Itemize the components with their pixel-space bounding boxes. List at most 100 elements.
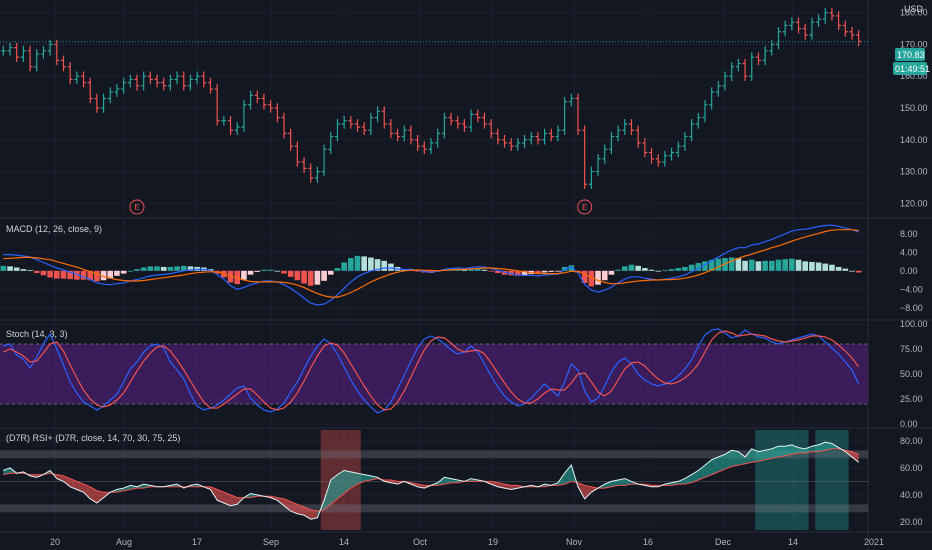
macd-histogram-bar <box>535 270 541 275</box>
macd-histogram-bar <box>114 270 120 276</box>
macd-histogram-bar <box>127 270 134 272</box>
macd-histogram-bar <box>348 258 354 271</box>
rsi-fill-segment <box>805 446 812 453</box>
macd-histogram-bar <box>100 270 107 281</box>
macd-histogram-bar <box>742 260 748 271</box>
price-bar <box>187 74 193 91</box>
price-bar <box>381 106 387 129</box>
macd-histogram-bar <box>568 265 575 271</box>
price-tick-label: 0.00 <box>900 419 918 429</box>
macd-histogram-bar <box>608 270 615 275</box>
currency-label: USD <box>904 4 924 14</box>
macd-histogram-bar <box>0 265 7 271</box>
price-bar <box>34 49 40 72</box>
rsi-fill-segment <box>310 509 318 520</box>
macd-histogram-bar <box>27 270 33 272</box>
price-bar <box>14 42 20 62</box>
price-bar <box>829 7 835 21</box>
macd-histogram-bar <box>635 265 641 271</box>
time-tick-label: 2021 <box>864 537 884 547</box>
price-bar <box>234 122 240 135</box>
rsi-fill-segment <box>604 481 612 489</box>
macd-histogram-bar <box>662 270 668 272</box>
earnings-marker-circle <box>577 199 593 215</box>
earnings-marker-label: E <box>582 203 587 212</box>
rsi-fill-segment <box>564 465 572 485</box>
macd-pane[interactable]: MACD (12, 26, close, 9) <box>0 224 862 306</box>
price-bar <box>722 71 728 91</box>
macd-histogram-bar <box>768 260 775 271</box>
rsi-fill-segment <box>611 480 619 487</box>
price-bar <box>528 131 534 145</box>
time-tick-label: Aug <box>116 537 132 547</box>
time-tick-label: Dec <box>715 537 732 547</box>
price-bar <box>134 74 140 91</box>
macd-histogram-bar <box>321 270 327 281</box>
rsi-highlight-zone <box>781 430 809 530</box>
macd-histogram-bar <box>20 269 27 271</box>
macd-histogram-bar <box>287 270 294 277</box>
macd-histogram-bar <box>294 270 301 281</box>
price-bar <box>341 115 347 129</box>
price-bar <box>542 128 548 145</box>
macd-histogram-bar <box>481 269 488 271</box>
macd-histogram-bar <box>695 263 702 271</box>
price-bar <box>468 109 474 132</box>
countdown-box <box>893 62 927 75</box>
macd-histogram-bar <box>167 266 174 271</box>
price-bar <box>201 71 207 88</box>
macd-histogram-bar <box>281 270 287 274</box>
price-bar <box>401 125 407 142</box>
time-axis[interactable]: 20 Aug 17 Sep 14 Oct 19 Nov 16 Dec 14 2021 <box>50 537 884 547</box>
price-bar <box>27 46 33 72</box>
macd-histogram-bar <box>388 263 394 271</box>
price-bar <box>441 112 447 139</box>
price-bar <box>849 27 855 40</box>
rsi-fill-segment <box>70 478 77 490</box>
price-bar <box>428 138 434 155</box>
price-bar <box>328 131 334 155</box>
price-bar <box>167 74 173 91</box>
price-bar <box>368 112 374 135</box>
price-bar <box>635 125 641 148</box>
price-bar <box>702 100 708 123</box>
macd-histogram-bar <box>842 268 849 271</box>
price-bar <box>749 52 755 81</box>
price-bar <box>361 122 367 135</box>
price-bar <box>502 135 508 148</box>
price-tick-label: 100.00 <box>900 319 928 329</box>
earnings-marker-circle <box>129 199 145 215</box>
rsi-fill-segment <box>83 484 91 499</box>
rsi-fill-segment <box>304 507 311 520</box>
macd-histogram-bar <box>247 270 254 275</box>
rsi-fill-segment <box>851 451 859 463</box>
price-axis[interactable]: 120.00 130.00 140.00 150.00 160.00 170.00 180.… <box>900 8 928 527</box>
macd-histogram-bar <box>588 270 595 287</box>
rsi-fill-segment <box>725 450 732 470</box>
rsi-fill-segment <box>785 444 792 456</box>
stoch-pane[interactable]: Stoch (14, 3, 3) <box>0 328 868 414</box>
macd-histogram-bar <box>361 256 367 271</box>
price-tick-label: −8.00 <box>900 303 923 313</box>
macd-histogram-bar <box>67 270 73 280</box>
price-bar <box>628 119 634 135</box>
price-tick-label: 25.00 <box>900 394 923 404</box>
rsi-pane[interactable]: (D7R) RSI+ (D7R, close, 14, 70, 30, 75, … <box>0 430 868 530</box>
time-tick-label: Oct <box>413 537 428 547</box>
price-bar <box>562 96 568 135</box>
price-candles <box>0 7 868 189</box>
macd-histogram-bar <box>33 270 40 274</box>
price-bar <box>121 77 127 94</box>
signal-line <box>3 229 859 298</box>
price-bar <box>94 93 100 113</box>
macd-histogram-bar <box>548 270 555 272</box>
last-price-box <box>895 48 925 61</box>
price-bar <box>194 71 200 85</box>
price-tick-label: 170.00 <box>900 39 928 49</box>
price-bar <box>575 93 581 135</box>
price-bar <box>455 115 461 129</box>
macd-histogram-bar <box>675 268 682 271</box>
macd-histogram-bar <box>341 262 347 271</box>
